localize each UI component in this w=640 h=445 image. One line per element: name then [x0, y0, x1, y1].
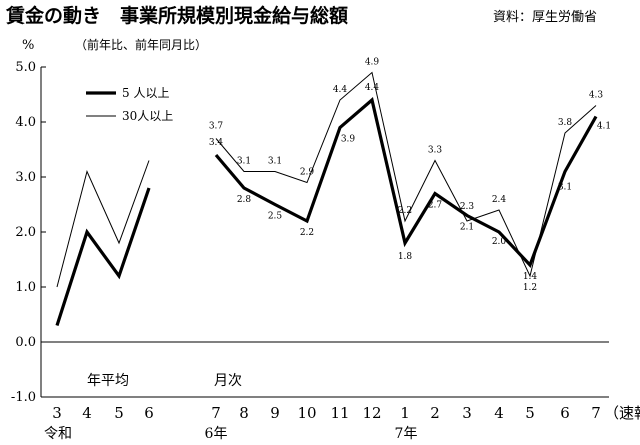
- data-label-30-plus: 3.8: [558, 118, 573, 128]
- y-tick-label: 3.0: [15, 170, 36, 185]
- data-label-5-plus: 3.4: [209, 138, 224, 148]
- x-tick-label: 7: [591, 404, 601, 422]
- data-label-30-plus: 4.4: [333, 85, 348, 95]
- x-tick-label: 2: [430, 404, 440, 422]
- data-label-5-plus: 2.7: [428, 201, 443, 211]
- x-tick-label: 5: [114, 404, 124, 422]
- y-tick-label: 2.0: [15, 225, 36, 240]
- series-line-5-plus: [55, 187, 151, 326]
- y-axis: 5.0 4.0 3.0 2.0 1.0 0.0 -1.0: [11, 60, 46, 405]
- data-label-5-plus: 2.2: [300, 228, 314, 238]
- era-label-year-7: 7年: [395, 426, 418, 442]
- x-tick-label: 4: [82, 404, 92, 422]
- data-label-5-plus: 4.1: [597, 122, 611, 132]
- data-label-30-plus: 3.1: [268, 157, 282, 167]
- data-label-5-plus: 2.0: [492, 237, 507, 247]
- x-tick-label: 1: [400, 404, 410, 422]
- x-tick-suffix: （速報）: [604, 404, 640, 422]
- legend-label-5-plus: 5 人以上: [122, 86, 169, 100]
- x-tick-label: 8: [239, 404, 249, 422]
- y-tick-label: 4.0: [15, 115, 36, 130]
- x-tick-label: 12: [362, 404, 381, 422]
- y-tick-label: 5.0: [15, 60, 36, 75]
- series-lines: [55, 71, 598, 326]
- x-tick-label: 7: [211, 404, 221, 422]
- section-label-monthly: 月次: [214, 373, 242, 389]
- source-note: 資料：厚生労働省: [493, 10, 597, 25]
- data-label-30-plus: 4.9: [365, 58, 380, 68]
- x-tick-label: 9: [270, 404, 280, 422]
- x-tick-label: 11: [330, 404, 349, 422]
- data-label-30-plus: 4.3: [589, 91, 604, 101]
- series-line-5-plus: [214, 97, 598, 268]
- data-label-5-plus: 2.1: [460, 223, 474, 233]
- data-label-30-plus: 2.9: [300, 168, 315, 178]
- legend-label-30-plus: 30人以上: [122, 109, 173, 123]
- data-label-5-plus: 2.5: [268, 212, 283, 222]
- chart-title: 賃金の動き 事業所規模別現金給与総額: [5, 4, 348, 27]
- data-label-5-plus: 1.4: [523, 272, 538, 282]
- series-line-30-plus: [56, 160, 150, 288]
- data-label-30-plus: 3.1: [237, 157, 251, 167]
- data-label-5-plus: 1.8: [398, 252, 413, 262]
- data-label-5-plus: 3.9: [341, 135, 356, 145]
- x-tick-label: 3: [52, 404, 62, 422]
- y-tick-label: 0.0: [15, 335, 36, 350]
- data-label-5-plus: 4.4: [365, 83, 380, 93]
- x-tick-label: 3: [462, 404, 472, 422]
- data-label-30-plus: 2.4: [492, 195, 507, 205]
- era-label-reiwa: 令和: [44, 426, 72, 442]
- data-label-30-plus: 3.3: [428, 146, 443, 156]
- series-line-30-plus: [215, 71, 597, 278]
- y-tick-label: 1.0: [15, 280, 36, 295]
- data-label-30-plus: 2.3: [460, 202, 475, 212]
- data-label-5-plus: 3.1: [558, 183, 572, 193]
- data-label-30-plus: 1.2: [523, 283, 537, 293]
- x-tick-label: 10: [297, 404, 316, 422]
- legend: 5 人以上 30人以上: [86, 86, 173, 123]
- chart-subtitle: （前年比、前年同月比）: [75, 37, 207, 52]
- data-labels: 3.4 2.8 2.5 2.2 3.9 4.4 1.8 2.7 2.1 2.0 1.4 3.1 4.1 3…: [209, 58, 611, 294]
- data-label-30-plus: 2.2: [398, 206, 412, 216]
- unit-label: %: [22, 38, 34, 53]
- data-label-5-plus: 2.8: [237, 195, 252, 205]
- era-label-year-6: 6年: [205, 426, 228, 442]
- x-tick-label: 6: [144, 404, 154, 422]
- x-tick-label: 6: [560, 404, 570, 422]
- x-axis: 3 4 5 6 7 8 9 10 11 12 1 2 3 4 5 6 7: [52, 404, 601, 422]
- y-tick-label: -1.0: [11, 390, 36, 405]
- section-label-annual: 年平均: [87, 373, 129, 389]
- x-tick-label: 4: [494, 404, 504, 422]
- x-tick-label: 5: [525, 404, 535, 422]
- data-label-30-plus: 3.7: [209, 122, 224, 132]
